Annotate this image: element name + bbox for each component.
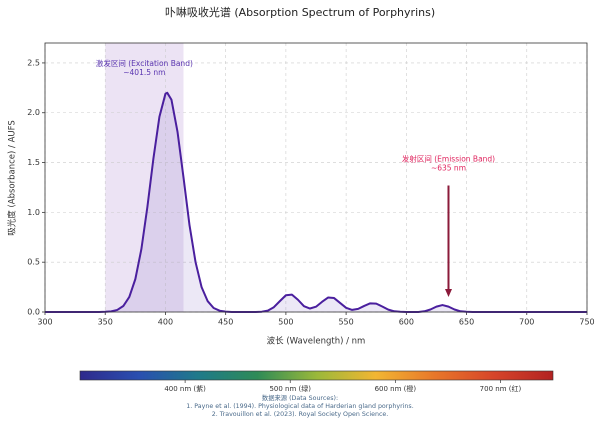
y-tick-label: 0.5 xyxy=(27,258,40,267)
colorbar-tick-label: 400 nm (紫) xyxy=(164,385,206,393)
y-axis-label: 吸光度 (Absorbance) / AUFS xyxy=(7,120,18,236)
emission-peak-label: ~635 nm xyxy=(431,163,466,172)
chart-title: 卟啉吸收光谱 (Absorption Spectrum of Porphyrin… xyxy=(165,5,435,19)
colorbar-tick-label: 500 nm (绿) xyxy=(269,384,311,393)
x-tick-label: 650 xyxy=(459,318,474,327)
x-tick-label: 700 xyxy=(519,318,534,327)
y-tick-label: 2.5 xyxy=(27,58,40,67)
y-tick-label: 1.0 xyxy=(27,208,40,217)
x-axis-label: 波长 (Wavelength) / nm xyxy=(267,336,366,347)
emission-label: 发射区间 (Emission Band) xyxy=(402,153,495,163)
x-tick-label: 750 xyxy=(579,318,594,327)
source-text: 2. Travouillon et al. (2023). Royal Soci… xyxy=(212,411,389,418)
excitation-peak-label: ~401.5 nm xyxy=(123,68,165,77)
source-text: 数据来源 (Data Sources): xyxy=(262,393,338,402)
emission-arrow-head xyxy=(444,289,452,298)
y-tick-label: 1.5 xyxy=(27,158,40,167)
excitation-label: 激发区间 (Excitation Band) xyxy=(96,58,193,68)
x-tick-label: 500 xyxy=(278,318,293,327)
plot-frame xyxy=(44,42,588,313)
x-tick-label: 350 xyxy=(98,318,113,327)
x-tick-label: 550 xyxy=(338,318,353,327)
area xyxy=(45,92,587,312)
x-tick-label: 400 xyxy=(158,318,173,327)
colorbar-tick-label: 700 nm (红) xyxy=(480,384,522,393)
y-tick-label: 0.0 xyxy=(27,308,40,317)
y-tick-label: 2.0 xyxy=(27,108,40,117)
excitation-band xyxy=(105,43,184,312)
x-tick-label: 300 xyxy=(37,318,52,327)
x-tick-label: 450 xyxy=(218,318,233,327)
colorbar-tick-label: 600 nm (橙) xyxy=(375,384,417,393)
colorbar xyxy=(79,370,554,381)
source-text: 1. Payne et al. (1994). Physiological da… xyxy=(186,403,413,410)
x-tick-label: 600 xyxy=(399,318,414,327)
